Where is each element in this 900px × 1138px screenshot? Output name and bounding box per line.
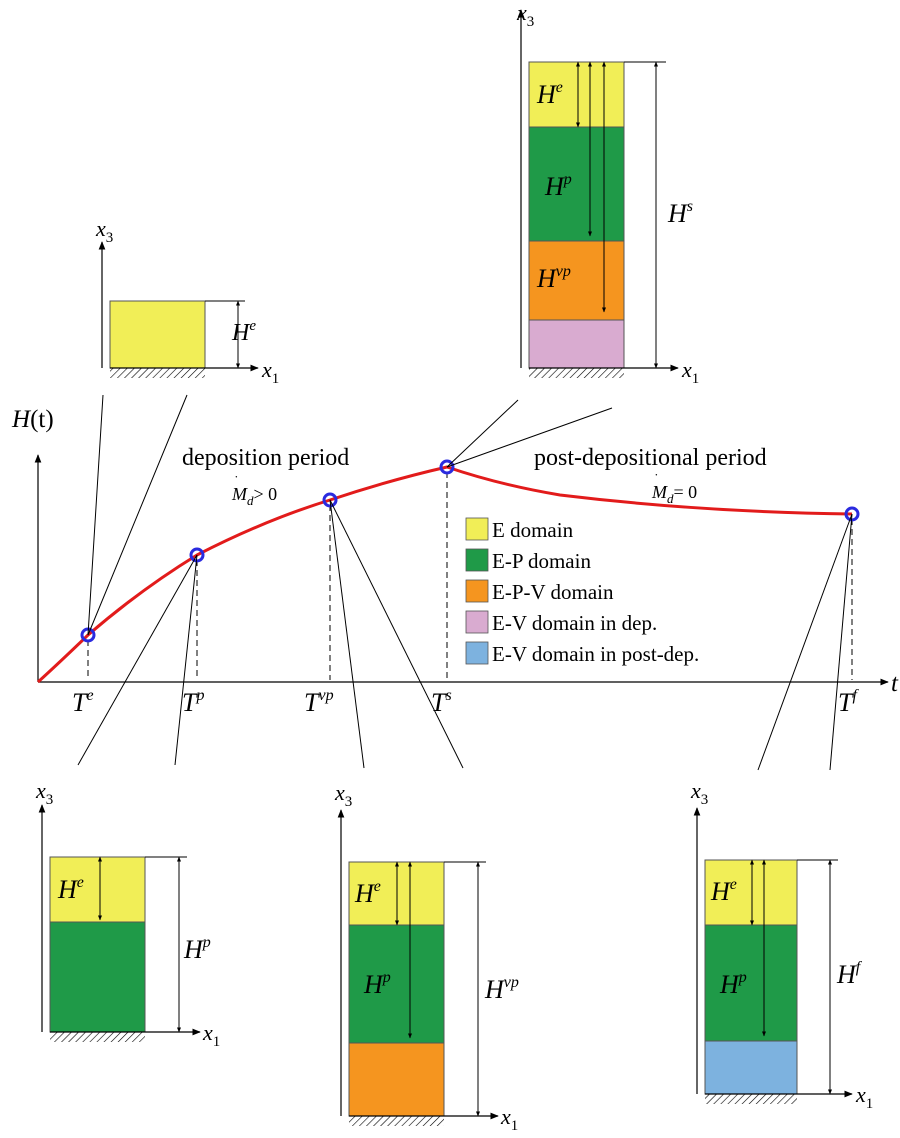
marker-tvp <box>322 492 338 508</box>
col-ts-hs: Hs <box>667 198 693 228</box>
post-rate: Md= 0 <box>651 482 697 506</box>
column-ts: x3 x1 He Hp Hvp Hs <box>516 0 699 387</box>
column-tp: x3 x1 He Hp <box>35 778 220 1050</box>
legend-label-evdep: E-V domain in dep. <box>492 611 657 635</box>
legend-label-evpost: E-V domain in post-dep. <box>492 642 699 666</box>
col-ts-ground <box>529 368 624 378</box>
col-tvp-he: He <box>354 878 381 908</box>
col-te-x3: x3 <box>95 216 113 246</box>
col-tp-ground <box>50 1032 145 1042</box>
col-te-x1: x1 <box>261 357 279 387</box>
col-tf-x1: x1 <box>855 1082 873 1112</box>
col-tf-hf: Hf <box>836 959 863 989</box>
col-ts-epv-layer <box>528 240 625 321</box>
deposition-period-label: deposition period <box>182 445 349 471</box>
legend: E domain E-P domain E-P-V domain E-V dom… <box>465 517 699 666</box>
col-ts-x1: x1 <box>681 357 699 387</box>
col-tp-hp: Hp <box>183 934 211 964</box>
rate-dot-dep: ˙ <box>234 474 239 489</box>
tick-tf: Tf <box>838 687 859 717</box>
col-tvp-ep-layer <box>348 924 445 1044</box>
col-tvp-ground <box>349 1116 444 1126</box>
col-tp-e-layer <box>49 856 146 923</box>
y-axis-label: H(t) <box>11 406 54 433</box>
legend-label-e: E domain <box>492 518 574 542</box>
col-ts-x3: x3 <box>516 0 534 30</box>
deposition-rate: Md> 0 <box>231 484 277 508</box>
col-tp-x1: x1 <box>202 1020 220 1050</box>
legend-swatch-e <box>465 517 489 541</box>
col-ts-ep-layer <box>528 126 625 242</box>
col-ts-he: He <box>536 79 563 109</box>
tick-tvp: Tvp <box>304 687 334 717</box>
legend-label-epv: E-P-V domain <box>492 580 614 604</box>
col-ts-ev-layer <box>528 319 625 369</box>
post-period-label: post-depositional period <box>534 445 767 471</box>
col-tf-he: He <box>710 876 737 906</box>
x-axis-label: t <box>891 670 899 697</box>
col-tvp-x3: x3 <box>334 780 352 810</box>
column-te: x3 x1 He <box>95 216 279 387</box>
legend-swatch-ep <box>465 548 489 572</box>
callout-lines <box>77 394 853 771</box>
marker-tf <box>844 506 860 522</box>
legend-swatch-evdep <box>465 610 489 634</box>
col-tvp-hvp: Hvp <box>484 974 519 1004</box>
column-tvp: x3 x1 He Hp Hvp <box>334 780 519 1134</box>
col-tp-ep-layer <box>49 921 146 1033</box>
legend-label-ep: E-P domain <box>492 549 591 573</box>
col-tf-x3: x3 <box>690 778 708 808</box>
col-tp-he: He <box>57 874 84 904</box>
col-tf-ep-layer <box>704 924 798 1042</box>
time-dashes <box>87 472 853 680</box>
col-te-ground <box>110 368 205 378</box>
col-tvp-hp: Hp <box>363 969 391 999</box>
tick-tp: Tp <box>182 687 204 717</box>
col-tp-x3: x3 <box>35 778 53 808</box>
main-plot: H(t) t Te Tp Tvp Ts Tf deposition period <box>11 394 899 771</box>
col-te-he: He <box>231 318 256 346</box>
height-curve <box>36 465 853 684</box>
tick-te: Te <box>72 687 94 717</box>
legend-swatch-epv <box>465 579 489 603</box>
col-tvp-x1: x1 <box>500 1104 518 1134</box>
column-tf: x3 x1 He Hp Hf <box>690 778 873 1112</box>
marker-ts <box>439 459 455 475</box>
col-tf-evpost-layer <box>704 1040 798 1095</box>
col-tf-hp: Hp <box>719 969 747 999</box>
col-te-e-layer <box>109 300 206 369</box>
rate-dot-post: ˙ <box>654 472 659 487</box>
col-ts-hvp: Hvp <box>536 263 571 293</box>
marker-tp <box>189 547 205 563</box>
col-tf-ground <box>705 1094 797 1104</box>
tick-ts: Ts <box>431 687 452 717</box>
col-ts-hp: Hp <box>544 171 572 201</box>
legend-swatch-evpost <box>465 641 489 665</box>
col-tvp-epv-layer <box>348 1042 445 1117</box>
